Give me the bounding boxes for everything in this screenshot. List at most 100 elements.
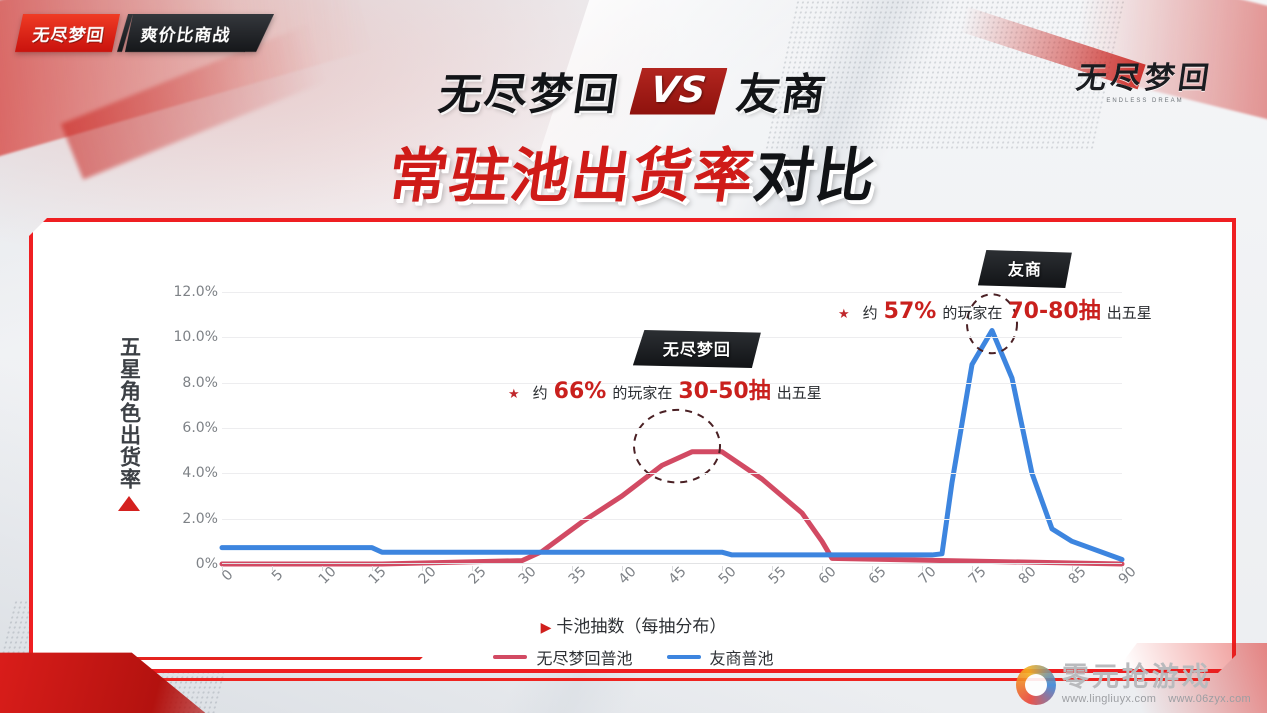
headline-subject-red: 常驻池出货率 xyxy=(383,141,760,210)
annotation-star-icon: ★ xyxy=(838,306,850,321)
annotation-competitor-tag: 友商 xyxy=(977,250,1072,288)
x-axis-tick-label: 60 xyxy=(815,563,840,588)
headline-row-one: 无尽梦回 VS 友商 xyxy=(0,60,1267,122)
x-axis-tick-label: 45 xyxy=(665,563,690,588)
annotation-endless-dream: 无尽梦回 ★ 约 66% 的玩家在 30-50抽 出五星 xyxy=(508,330,822,405)
chart-gridline xyxy=(222,428,1122,429)
annotation-star-icon: ★ xyxy=(508,386,520,401)
y-axis-tick-label: 12.0% xyxy=(173,284,218,300)
chart-line-primary xyxy=(219,449,1125,567)
x-axis-tick xyxy=(672,566,673,571)
x-axis-tick-label: 30 xyxy=(515,563,540,588)
legend-item[interactable]: 友商普池 xyxy=(666,645,774,669)
annotation-percent: 57% xyxy=(883,299,937,324)
x-axis-tick xyxy=(872,566,873,571)
x-axis-tick-label: 70 xyxy=(915,563,940,588)
chart-frame xyxy=(29,218,1236,673)
y-axis-title-text: 五星角色出货率 xyxy=(117,336,142,490)
x-axis-tick xyxy=(722,566,723,571)
x-axis-tick-label: 25 xyxy=(465,563,490,588)
x-axis-tick xyxy=(222,566,223,571)
y-axis-tick-label: 8.0% xyxy=(182,374,218,391)
brand-banner-dark: 爽价比商战 xyxy=(124,14,254,52)
x-axis-tick-label: 20 xyxy=(415,563,440,588)
annotation-range: 70-80抽 xyxy=(1008,299,1101,324)
y-axis-tick-label: 2.0% xyxy=(182,510,218,527)
x-axis-tick-label: 65 xyxy=(865,563,890,588)
chart-line-secondary xyxy=(219,328,1125,562)
x-axis-tick xyxy=(1072,566,1073,571)
chart-gridline xyxy=(222,473,1122,475)
x-axis-tick-label: 75 xyxy=(965,563,990,588)
game-logo-subtitle: ENDLESS DREAM xyxy=(1106,98,1184,104)
chart-legend: 无尽梦回普池 友商普池 xyxy=(0,645,1267,669)
x-axis-tick xyxy=(922,566,923,571)
x-axis-tick-label: 50 xyxy=(715,563,740,588)
x-axis-tick-label: 40 xyxy=(615,563,640,588)
chart-gridline xyxy=(222,382,1122,384)
x-axis-tick xyxy=(372,566,373,571)
x-axis-title: ▶ 卡池抽数（每抽分布） xyxy=(0,612,1267,637)
headline-row-two: 常驻池出货率对比 xyxy=(0,128,1267,213)
brand-banner-dark-label: 爽价比商战 xyxy=(139,25,233,46)
game-logo: 无尽梦回 ENDLESS DREAM xyxy=(1045,44,1245,106)
x-axis-tick xyxy=(422,566,423,571)
annotation-suffix: 出五星 xyxy=(776,384,822,402)
annotation-suffix: 出五星 xyxy=(1106,304,1152,322)
watermark-url-1: www.lingliuyx.com xyxy=(1061,693,1157,705)
x-axis-tick-label: 85 xyxy=(1065,563,1090,588)
x-axis-tick xyxy=(622,566,623,571)
annotation-range: 30-50抽 xyxy=(678,379,771,404)
headline-subject-black: 对比 xyxy=(749,141,882,210)
watermark-logo-icon xyxy=(1015,665,1056,705)
brand-banner-tag: 无尽梦回 爽价比商战 xyxy=(14,14,274,52)
y-axis-title: 五星角色出货率 xyxy=(112,336,146,511)
chart-gridline xyxy=(222,518,1122,520)
x-axis-tick xyxy=(472,566,473,571)
annotation-competitor-text: ★ 约 57% 的玩家在 70-80抽 出五星 xyxy=(838,293,1152,325)
annotation-endless-dream-text: ★ 约 66% 的玩家在 30-50抽 出五星 xyxy=(508,373,822,405)
annotation-prefix: 约 xyxy=(862,304,878,322)
legend-label: 友商普池 xyxy=(709,649,774,668)
annotation-middle: 的玩家在 xyxy=(612,384,673,402)
x-axis-tick xyxy=(1022,566,1023,571)
x-axis-tick-label: 15 xyxy=(365,563,390,588)
brand-banner-red-label: 无尽梦回 xyxy=(31,25,107,46)
x-axis-title-text: 卡池抽数（每抽分布） xyxy=(556,617,727,637)
y-axis-tick-label: 0% xyxy=(195,556,218,572)
chart-highlight-ellipse xyxy=(633,408,721,484)
x-axis-tick-label: 55 xyxy=(765,563,790,588)
x-axis-tick xyxy=(572,566,573,571)
annotation-endless-dream-tag: 无尽梦回 xyxy=(632,330,761,368)
page-title: 无尽梦回 VS 友商 常驻池出货率对比 xyxy=(0,60,1267,213)
watermark-url-2: www.06zyx.com xyxy=(1168,693,1251,705)
annotation-competitor: 友商 ★ 约 57% 的玩家在 70-80抽 出五星 xyxy=(838,250,1152,325)
watermark-site-name: 零元抢游戏 xyxy=(1061,662,1212,694)
x-axis-tick xyxy=(522,566,523,571)
headline-right-word: 友商 xyxy=(733,70,831,120)
chart-highlight-ellipse xyxy=(966,293,1018,355)
chart-svg xyxy=(219,293,1125,567)
x-axis-tick xyxy=(772,566,773,571)
annotation-percent: 66% xyxy=(553,379,607,404)
headline-vs-badge: VS xyxy=(629,68,727,115)
x-axis-tick xyxy=(1122,566,1123,571)
y-axis-tick-label: 4.0% xyxy=(182,465,218,482)
y-axis-tick-label: 6.0% xyxy=(182,420,218,436)
x-axis-tick xyxy=(822,566,823,571)
x-axis-title-marker-icon: ▶ xyxy=(540,620,552,636)
chart-gridline xyxy=(222,292,1122,293)
annotation-prefix: 约 xyxy=(532,384,548,402)
x-axis-line xyxy=(222,563,1122,564)
y-axis-tick-labels: 0% 2.0% 4.0% 6.0% 8.0% 10.0% 12.0% xyxy=(160,282,218,574)
headline-left-word: 无尽梦回 xyxy=(435,70,623,120)
y-axis-tick-label: 10.0% xyxy=(173,329,218,346)
footer-red-line xyxy=(150,678,1210,681)
watermark-urls: www.lingliuyx.com www.06zyx.com xyxy=(1062,693,1251,705)
watermark: 零元抢游戏 www.lingliuyx.com www.06zyx.com xyxy=(1015,663,1251,705)
legend-item[interactable]: 无尽梦回普池 xyxy=(493,645,633,669)
watermark-text: 零元抢游戏 www.lingliuyx.com www.06zyx.com xyxy=(1062,663,1251,705)
x-axis-tick-label: 10 xyxy=(315,563,340,588)
x-axis-tick xyxy=(272,566,273,571)
legend-swatch-icon xyxy=(493,655,528,659)
